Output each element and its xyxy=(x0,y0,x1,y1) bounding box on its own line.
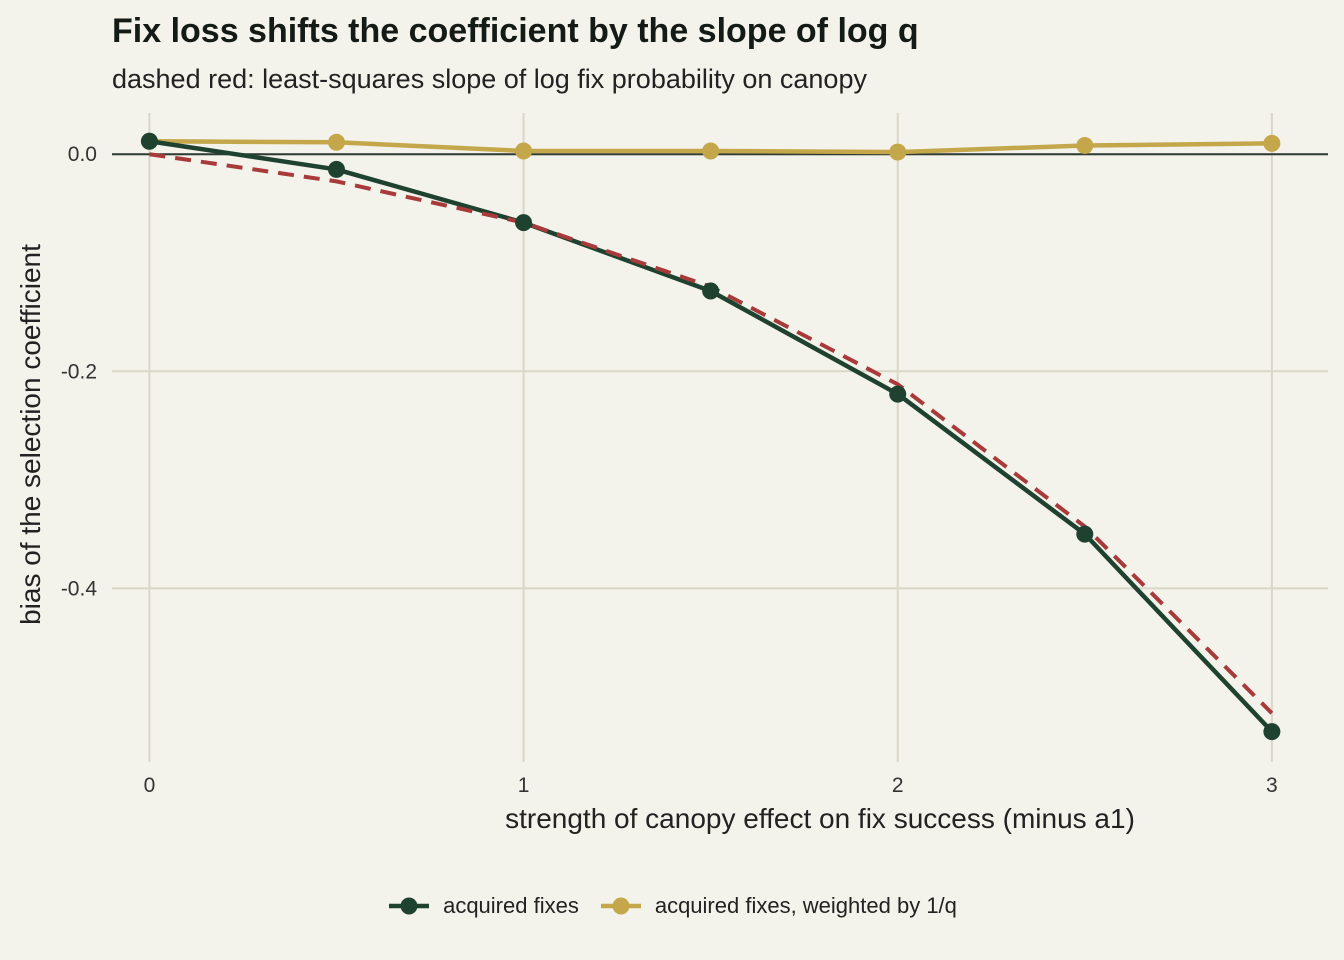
legend-item-0: acquired fixes xyxy=(387,888,579,924)
legend: acquired fixes acquired fixes, weighted b… xyxy=(0,888,1344,924)
y-axis-title: bias of the selection coefficient xyxy=(15,244,46,625)
legend-item-1: acquired fixes, weighted by 1/q xyxy=(599,888,957,924)
x-tick-label: 1 xyxy=(518,774,530,797)
series-point-1 xyxy=(515,142,533,160)
series-point-0 xyxy=(1263,723,1281,741)
series-line-0 xyxy=(147,138,1275,734)
y-tick-label: 0.0 xyxy=(68,143,97,166)
x-tick-label: 2 xyxy=(892,774,904,797)
x-axis-title: strength of canopy effect on fix success… xyxy=(505,803,1135,834)
legend-label: acquired fixes, weighted by 1/q xyxy=(654,893,957,918)
series-point-0 xyxy=(515,214,533,232)
series-point-0 xyxy=(889,385,907,403)
series-point-1 xyxy=(1263,134,1281,152)
series-point-0 xyxy=(327,160,345,178)
legend-key-1 xyxy=(600,897,641,915)
legend-key-point xyxy=(612,897,630,915)
y-tick-label: -0.4 xyxy=(61,577,98,600)
series-point-1 xyxy=(327,133,345,151)
legend-key-0 xyxy=(389,897,430,915)
series-point-0 xyxy=(702,282,720,300)
series-point-0 xyxy=(1076,525,1094,543)
y-tick-label: -0.2 xyxy=(61,360,97,383)
series-point-0 xyxy=(140,132,158,150)
series-point-1 xyxy=(1076,137,1094,155)
chart-subtitle: dashed red: least-squares slope of log f… xyxy=(112,64,867,94)
legend-key-point xyxy=(400,897,418,915)
series-point-1 xyxy=(889,143,907,161)
x-tick-label: 3 xyxy=(1266,774,1278,797)
x-tick-label: 0 xyxy=(144,774,156,797)
series-point-1 xyxy=(702,142,720,160)
chart-title: Fix loss shifts the coefficient by the s… xyxy=(112,12,919,50)
legend-label: acquired fixes xyxy=(443,893,579,918)
reference-line-dashed xyxy=(149,152,1274,715)
